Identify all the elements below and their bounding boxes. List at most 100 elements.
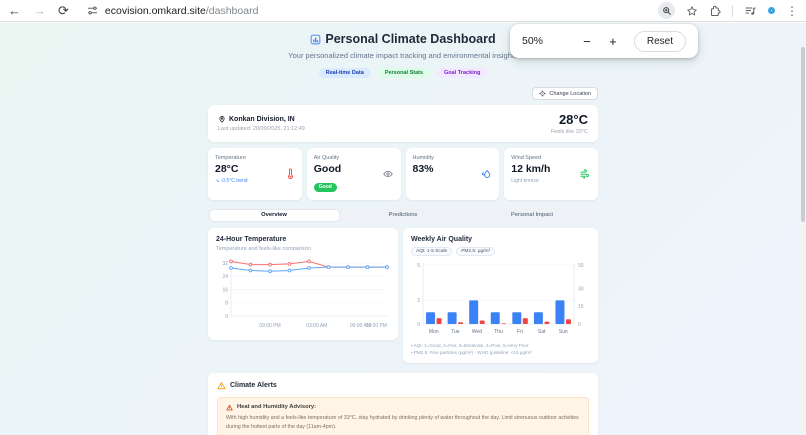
svg-text:8: 8 [225,301,228,307]
menu-dots-icon[interactable]: ⋮ [786,3,798,18]
thermometer-icon [286,168,295,180]
svg-text:09:00 AM: 09:00 AM [350,323,371,329]
crosshair-icon [539,90,547,97]
svg-text:0: 0 [578,322,581,328]
svg-text:Wed: Wed [472,329,482,335]
feels-like: Feels like 33°C [550,129,588,135]
page-title-text: Personal Climate Dashboard [325,32,496,46]
back-icon[interactable]: ← [8,3,21,18]
scrollbar-thumb[interactable] [801,47,805,222]
stat-value: Good [313,163,342,175]
temp-trend: ↘ -0.5°C trend [215,178,248,184]
eye-icon [382,169,394,179]
zoom-popup: 50% − + Reset [510,24,698,58]
last-updated: Last updated: 20/09/2025, 21:12:49 [218,126,305,132]
svg-text:5: 5 [417,263,420,269]
page-title: Personal Climate Dashboard [208,32,598,46]
tab-overview[interactable]: Overview [209,209,339,221]
zoom-icon[interactable] [658,2,675,19]
svg-text:15: 15 [578,304,584,310]
zoom-reset-button[interactable]: Reset [633,30,686,52]
extensions-icon[interactable] [709,5,721,17]
stat-card-air-quality: Air Quality Good Good [306,148,401,200]
air-quality-chart-title: Weekly Air Quality [411,236,473,243]
temperature-chart-card: 24-Hour Temperature Temperature and feel… [208,228,398,340]
stat-card-temperature: Temperature 28°C ↘ -0.5°C trend [208,148,302,200]
change-location-button[interactable]: Change Location [532,87,598,100]
svg-text:03:00 AM: 03:00 AM [306,323,327,329]
stat-value: 12 km/h [511,163,551,175]
stat-label: Temperature [215,155,246,161]
stat-card-humidity: Humidity 83% [405,148,500,200]
svg-text:Tue: Tue [451,329,460,335]
site-settings-icon[interactable] [87,5,98,16]
aqi-status-badge: Good [313,182,337,192]
stat-label: Air Quality [313,155,340,161]
legend-chip-aqi: AQI: 1-5 Scale [411,247,453,256]
dashboard-tabs: Overview Predictions Personal Impact [208,208,598,222]
svg-text:Thu: Thu [494,329,503,335]
url-path: /dashboard [205,4,259,17]
svg-text:Sun: Sun [559,329,568,335]
bookmark-star-icon[interactable] [686,5,698,17]
svg-text:16: 16 [222,287,228,293]
page-subtitle: Your personalized climate impact trackin… [288,51,518,60]
toolbar-separator [732,4,733,17]
toolbar-actions: ⋮ [658,2,798,19]
reload-icon[interactable]: ⟳ [58,3,69,18]
svg-text:30: 30 [578,286,584,292]
pm25-footnote: • PM2.5: Fine particles (μg/m³) - WHO gu… [411,350,532,356]
svg-text:0: 0 [417,322,420,328]
forward-icon[interactable]: → [33,3,46,18]
location-name: Konkan Division, IN [229,115,295,123]
temperature-chart-title: 24-Hour Temperature [216,236,287,243]
tab-personal-impact[interactable]: Personal Impact [511,212,553,218]
tab-predictions[interactable]: Predictions [388,212,418,218]
bar-chart-icon [310,34,321,45]
zoom-level: 50% [522,35,544,47]
stat-value: 83% [412,163,434,175]
stat-value: 28°C [215,163,239,175]
svg-text:Mon: Mon [429,329,439,335]
stat-cards: Temperature 28°C ↘ -0.5°C trend Air Qual… [208,148,598,200]
wind-description: Light breeze [511,178,539,184]
zoom-out-button[interactable]: − [583,33,591,49]
url-text[interactable]: ecovision.omkard.site/dashboard [105,5,259,17]
location-card: Konkan Division, IN Last updated: 20/09/… [208,105,598,142]
badge-goal-tracking: Goal Tracking [437,68,488,78]
svg-text:Fri: Fri [517,329,523,335]
droplet-icon [481,169,492,180]
change-location-label: Change Location [549,90,591,97]
badge-realtime: Real-time Data [318,68,371,78]
page-scrollbar[interactable] [800,46,806,435]
feature-badges: Real-time Data Personal Stats Goal Track… [208,68,598,78]
badge-personal-stats: Personal Stats [377,68,431,78]
dashboard-page: Personal Climate Dashboard Your personal… [0,23,806,435]
svg-text:09:00 PM: 09:00 PM [259,323,280,329]
svg-text:Sat: Sat [538,329,546,335]
stat-label: Wind Speed [511,155,542,161]
alert-heat-advisory: Heat and Humidity Advisory: With high hu… [217,396,589,435]
browser-toolbar: ← → ⟳ ecovision.omkard.site/dashboard [0,0,806,22]
stat-card-wind: Wind Speed 12 km/h Light breeze [504,148,598,200]
svg-text:24: 24 [222,274,228,280]
svg-text:50: 50 [578,263,584,269]
air-quality-chart-card: Weekly Air Quality AQI: 1-5 Scale PM2.5:… [403,228,598,363]
warning-triangle-icon [226,404,233,411]
wind-icon [579,169,591,180]
zoom-in-button[interactable]: + [609,33,617,49]
alert-title-text: Heat and Humidity Advisory: [237,404,317,411]
svg-text:0: 0 [225,314,228,320]
profile-avatar[interactable] [768,7,775,14]
svg-text:32: 32 [222,261,228,267]
media-controls-icon[interactable] [744,5,757,17]
alerts-title: Climate Alerts [230,381,277,389]
map-pin-icon [218,115,226,123]
current-temp: 28°C [558,112,588,127]
alert-body-text: With high humidity and a feels-like temp… [226,414,579,430]
address-bar[interactable]: ecovision.omkard.site/dashboard [87,5,646,17]
svg-text:2: 2 [417,298,420,304]
url-domain: ecovision.omkard.site [104,4,206,17]
